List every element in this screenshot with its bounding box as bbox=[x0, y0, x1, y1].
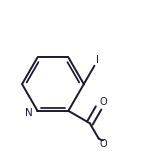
Text: O: O bbox=[99, 97, 107, 107]
Text: I: I bbox=[96, 55, 99, 65]
Text: O: O bbox=[99, 139, 107, 149]
Text: N: N bbox=[25, 108, 33, 118]
